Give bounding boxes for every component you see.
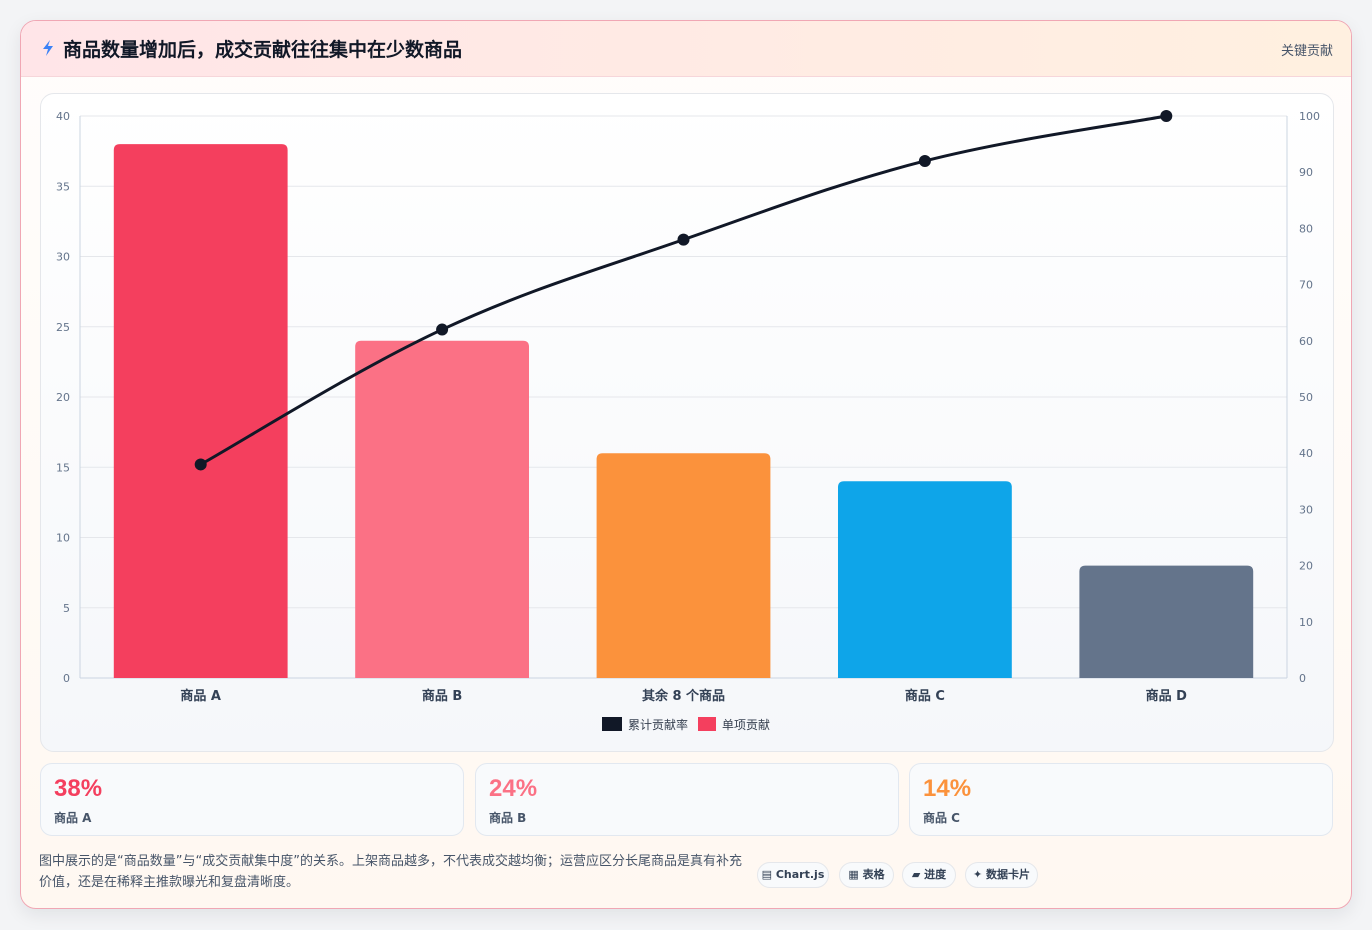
stat-card-c: 14% 商品 C xyxy=(909,763,1333,836)
y-left-tick-label: 10 xyxy=(56,532,70,545)
stat-value: 24% xyxy=(489,775,538,802)
legend-label: 单项贡献 xyxy=(722,717,770,732)
chip-chartjs[interactable]: ▤ Chart.js xyxy=(757,862,829,888)
line-point xyxy=(1160,110,1173,122)
footnote: 图中展示的是“商品数量”与“成交贡献集中度”的关系。上架商品越多，不代表成交越均… xyxy=(39,854,742,890)
y-left-tick-label: 30 xyxy=(56,251,70,264)
y-right-tick-label: 100 xyxy=(1299,110,1320,123)
chip-label: 数据卡片 xyxy=(986,868,1031,881)
y-right-tick-label: 60 xyxy=(1299,335,1313,348)
x-tick-label: 商品 C xyxy=(905,688,945,704)
y-right-tick-label: 0 xyxy=(1299,672,1306,685)
legend-swatch-line xyxy=(602,717,622,731)
line-point xyxy=(677,233,690,246)
stat-value: 38% xyxy=(54,775,103,802)
bar xyxy=(1079,565,1254,678)
y-left-tick-label: 15 xyxy=(56,461,70,474)
y-right-tick-label: 40 xyxy=(1299,447,1313,460)
card-header: 商品数量增加后，成交贡献往往集中在少数商品 关键贡献 xyxy=(21,21,1351,77)
y-right-tick-label: 90 xyxy=(1299,166,1313,179)
y-left-tick-label: 35 xyxy=(56,180,70,193)
x-tick-label: 其余 8 个商品 xyxy=(642,688,725,704)
x-tick-label: 商品 B xyxy=(422,688,462,704)
stat-card-a: 38% 商品 A xyxy=(40,763,464,836)
table-icon: ▦ xyxy=(848,868,859,881)
chart-card: 商品数量增加后，成交贡献往往集中在少数商品 关键贡献 0 5 10 15 20 25 30 3… xyxy=(20,20,1352,909)
bar xyxy=(596,453,771,678)
bar xyxy=(113,144,288,679)
stat-label: 商品 A xyxy=(54,811,92,825)
line-point xyxy=(918,154,931,167)
pareto-chart: 0 5 10 15 20 25 30 35 40 0 10 20 30 40 50 60 70 80 90 100 商品… xyxy=(56,110,1320,732)
chip-label: Chart.js xyxy=(775,868,825,881)
chart-panel: 0 5 10 15 20 25 30 35 40 0 10 20 30 40 50 60 70 80 90 100 商品… xyxy=(40,93,1334,752)
y-left-tick-label: 5 xyxy=(63,602,70,615)
x-tick-label: 商品 D xyxy=(1146,688,1188,704)
lightning-icon xyxy=(43,40,53,56)
legend-label: 累计贡献率 xyxy=(628,717,688,732)
y-left-tick-label: 0 xyxy=(63,672,70,685)
line-point xyxy=(436,323,449,336)
stat-label: 商品 B xyxy=(489,811,527,825)
y-right-tick-label: 70 xyxy=(1299,279,1313,292)
x-tick-label: 商品 A xyxy=(180,688,221,704)
chip-label: 表格 xyxy=(862,868,885,881)
y-right-tick-label: 30 xyxy=(1299,503,1313,516)
legend-swatch-bar xyxy=(698,717,716,731)
chip-table[interactable]: ▦ 表格 xyxy=(839,862,894,888)
stat-value: 14% xyxy=(923,775,972,802)
cumulative-line xyxy=(199,114,1167,466)
y-left-tick-label: 20 xyxy=(56,391,70,404)
y-left-tick-label: 25 xyxy=(56,321,70,334)
y-right-tick-label: 50 xyxy=(1299,391,1313,404)
y-left-tick-label: 40 xyxy=(56,110,70,123)
stat-label: 商品 C xyxy=(923,811,960,825)
key-contribution-tag: 关键贡献 xyxy=(1280,44,1333,59)
sparkle-icon: ✦ xyxy=(972,868,983,881)
bar xyxy=(355,340,530,678)
progress-icon: ▰ xyxy=(911,868,921,881)
chart-title: 商品数量增加后，成交贡献往往集中在少数商品 xyxy=(63,39,463,61)
line-point xyxy=(194,458,207,471)
stat-card-b: 24% 商品 B xyxy=(475,763,899,836)
chip-data-card[interactable]: ✦ 数据卡片 xyxy=(965,862,1038,888)
y-right-tick-label: 20 xyxy=(1299,560,1313,573)
y-right-tick-label: 10 xyxy=(1299,616,1313,629)
chip-label: 进度 xyxy=(924,868,947,881)
chip-progress[interactable]: ▰ 进度 xyxy=(902,862,956,888)
y-right-tick-label: 80 xyxy=(1299,222,1313,235)
bar xyxy=(837,481,1012,678)
chart-icon: ▤ xyxy=(761,868,773,881)
